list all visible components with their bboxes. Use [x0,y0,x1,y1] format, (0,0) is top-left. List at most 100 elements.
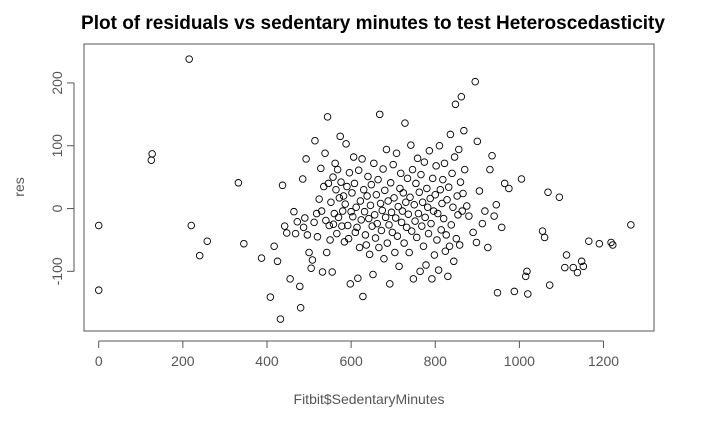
data-point [240,239,248,248]
data-point [465,212,473,220]
x-tick-label: 400 [255,353,279,369]
data-point [473,137,482,146]
data-point [386,179,395,187]
data-point [356,197,365,205]
data-point [354,274,362,282]
data-point [448,169,456,178]
data-point [404,210,413,218]
data-point [401,119,409,127]
data-point [318,268,327,276]
data-point [505,184,513,193]
data-point [336,132,344,141]
data-point [392,149,401,158]
data-point [469,228,477,237]
data-point [452,234,461,243]
data-point [398,207,407,215]
data-point [493,288,502,297]
data-point [301,214,309,222]
data-point [418,198,427,207]
data-point [322,248,331,257]
data-point [395,262,403,271]
data-point [438,199,446,208]
data-point [381,186,389,195]
data-point [545,281,554,289]
y-tick-label: 200 [49,71,65,95]
data-point [439,175,447,184]
data-point [330,209,339,218]
data-point [322,216,330,225]
data-point [475,187,484,195]
data-point [434,209,442,218]
data-point [359,292,367,301]
y-tick-label: 100 [49,134,65,158]
data-point [296,282,304,291]
data-point [577,257,586,266]
data-point [500,179,509,188]
data-point [440,159,449,168]
data-point [94,221,103,230]
data-point [293,217,302,226]
data-point [357,216,365,224]
data-point [286,275,294,283]
data-point [412,179,420,188]
y-tick-label: -100 [49,257,65,285]
data-point [418,222,426,230]
data-point [415,188,424,196]
data-point [329,220,338,228]
data-point [497,223,506,232]
data-point [446,130,455,139]
data-point [416,267,424,276]
data-point [350,179,359,188]
data-point [471,77,479,86]
data-point [569,263,577,272]
data-point [329,173,337,181]
data-point [425,147,434,155]
data-point [338,222,346,230]
x-tick-label: 1000 [504,353,535,369]
data-point [430,251,439,259]
data-point [359,185,368,194]
data-point [364,172,372,181]
data-point [573,268,582,277]
data-point [349,212,357,221]
data-points [94,55,635,323]
data-point [414,209,423,218]
data-point [365,214,373,223]
data-point [234,179,243,187]
data-point [410,201,418,209]
data-point [427,219,435,228]
data-point [521,272,530,281]
data-point [360,207,369,216]
data-point [422,261,430,269]
x-tick-label: 0 [95,353,103,369]
data-point [355,243,364,252]
data-point [408,165,417,174]
data-point [449,203,457,212]
axes: 0 200 400 600 800 1000 1200 -100 0 100 200 [49,71,619,369]
data-point [460,126,468,135]
data-point [431,190,440,199]
data-point [420,158,429,166]
data-point [478,219,487,228]
data-point [366,201,375,210]
data-point [455,241,464,249]
data-point [439,214,448,223]
data-point [426,194,434,203]
data-point [345,168,354,177]
data-point [393,232,402,240]
data-point [317,207,326,215]
data-point [540,233,549,242]
data-point [305,248,313,257]
data-point [321,149,329,158]
data-point [561,263,569,272]
data-point [442,231,450,239]
data-point [378,206,387,215]
data-point [445,242,454,250]
data-point [351,228,360,237]
data-point [372,190,381,199]
data-point [266,293,275,301]
data-point [343,182,351,191]
data-point [510,287,519,296]
data-point [353,223,361,232]
data-point [317,164,325,173]
